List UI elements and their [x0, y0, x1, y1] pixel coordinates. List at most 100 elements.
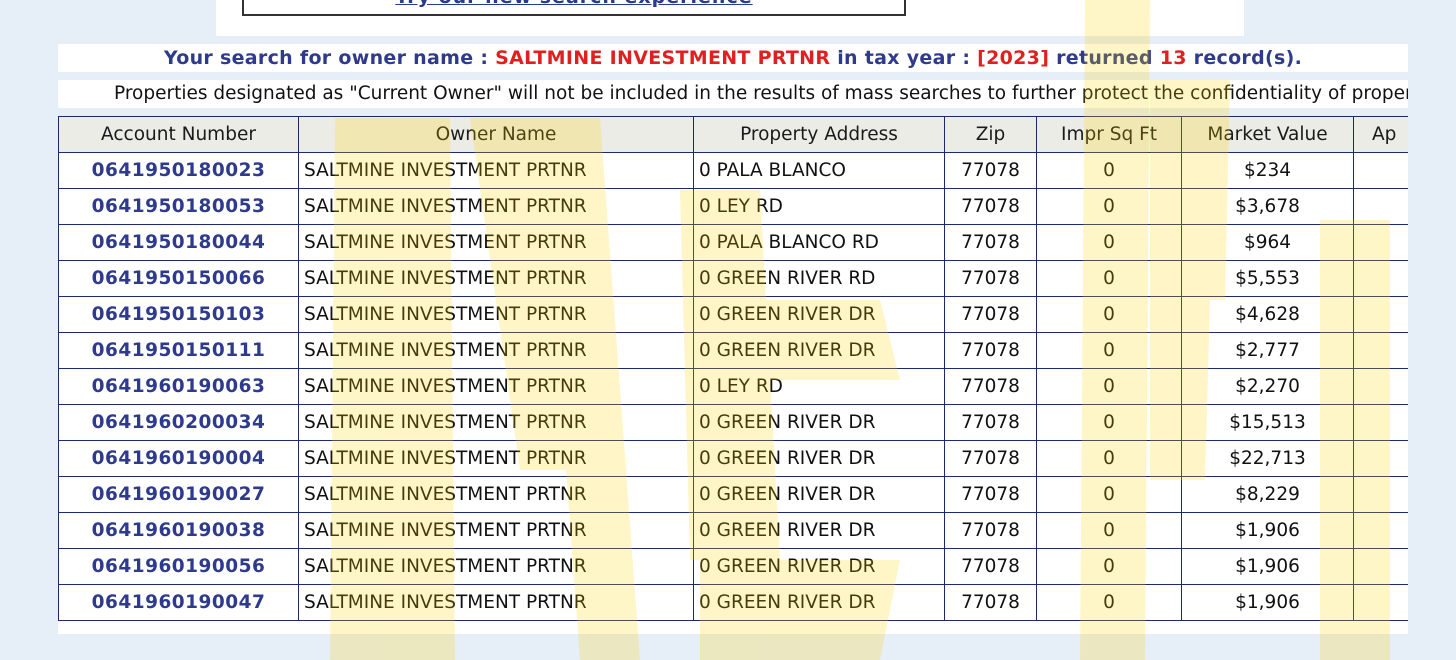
results-table-container: Account Number Owner Name Property Addre…: [58, 116, 1408, 634]
impr-sq-ft-cell: 0: [1036, 368, 1182, 405]
account-number-link[interactable]: 0641950150103: [58, 296, 299, 333]
account-number-link[interactable]: 0641950150111: [58, 332, 299, 369]
account-number-link[interactable]: 0641960190047: [58, 584, 299, 621]
header-property-address[interactable]: Property Address: [693, 116, 945, 153]
impr-sq-ft-cell: 0: [1036, 188, 1182, 225]
impr-sq-ft-cell: 0: [1036, 332, 1182, 369]
property-address-cell: 0 GREEN RIVER DR: [693, 548, 945, 585]
owner-name-cell: SALTMINE INVESTMENT PRTNR: [298, 188, 694, 225]
property-address-cell: 0 PALA BLANCO: [693, 152, 945, 189]
property-address-cell: 0 GREEN RIVER DR: [693, 512, 945, 549]
impr-sq-ft-cell: 0: [1036, 260, 1182, 297]
summary-returned: returned: [1049, 47, 1160, 69]
market-value-cell: $4,628: [1181, 296, 1354, 333]
property-address-cell: 0 GREEN RIVER DR: [693, 584, 945, 621]
appraised-cell: [1353, 368, 1408, 405]
appraised-cell: [1353, 404, 1408, 441]
market-value-cell: $1,906: [1181, 512, 1354, 549]
owner-name-cell: SALTMINE INVESTMENT PRTNR: [298, 512, 694, 549]
owner-name-cell: SALTMINE INVESTMENT PRTNR: [298, 440, 694, 477]
header-account-number[interactable]: Account Number: [58, 116, 299, 153]
account-number-link[interactable]: 0641960190038: [58, 512, 299, 549]
zip-cell: 77078: [944, 512, 1037, 549]
appraised-cell: [1353, 260, 1408, 297]
search-summary: Your search for owner name : SALTMINE IN…: [58, 44, 1408, 72]
summary-prefix: Your search for owner name :: [163, 47, 496, 69]
owner-name-cell: SALTMINE INVESTMENT PRTNR: [298, 152, 694, 189]
market-value-cell: $5,553: [1181, 260, 1354, 297]
account-number-link[interactable]: 0641960190027: [58, 476, 299, 513]
market-value-cell: $234: [1181, 152, 1354, 189]
market-value-cell: $1,906: [1181, 548, 1354, 585]
appraised-cell: [1353, 476, 1408, 513]
results-table: Account Number Owner Name Property Addre…: [58, 116, 1408, 621]
table-row: 0641950180023 SALTMINE INVESTMENT PRTNR 0 …: [58, 152, 1408, 189]
header-zip[interactable]: Zip: [944, 116, 1037, 153]
header-owner-name[interactable]: Owner Name: [298, 116, 694, 153]
header-appraised[interactable]: Ap: [1353, 116, 1408, 153]
zip-cell: 77078: [944, 260, 1037, 297]
appraised-cell: [1353, 296, 1408, 333]
zip-cell: 77078: [944, 152, 1037, 189]
property-address-cell: 0 LEY RD: [693, 368, 945, 405]
impr-sq-ft-cell: 0: [1036, 440, 1182, 477]
account-number-link[interactable]: 0641960190004: [58, 440, 299, 477]
summary-mid: in tax year :: [830, 47, 978, 69]
market-value-cell: $2,270: [1181, 368, 1354, 405]
impr-sq-ft-cell: 0: [1036, 476, 1182, 513]
account-number-link[interactable]: 0641950180044: [58, 224, 299, 261]
impr-sq-ft-cell: 0: [1036, 404, 1182, 441]
account-number-link[interactable]: 0641950180023: [58, 152, 299, 189]
property-address-cell: 0 GREEN RIVER DR: [693, 404, 945, 441]
zip-cell: 77078: [944, 188, 1037, 225]
account-number-link[interactable]: 0641950150066: [58, 260, 299, 297]
table-row: 0641960190056 SALTMINE INVESTMENT PRTNR 0 …: [58, 548, 1408, 585]
table-row: 0641950150066 SALTMINE INVESTMENT PRTNR 0 …: [58, 260, 1408, 297]
zip-cell: 77078: [944, 404, 1037, 441]
owner-name-cell: SALTMINE INVESTMENT PRTNR: [298, 548, 694, 585]
property-address-cell: 0 GREEN RIVER DR: [693, 296, 945, 333]
impr-sq-ft-cell: 0: [1036, 512, 1182, 549]
account-number-link[interactable]: 0641960200034: [58, 404, 299, 441]
try-new-search-link[interactable]: Try our new search experience: [395, 0, 752, 8]
property-address-cell: 0 PALA BLANCO RD: [693, 224, 945, 261]
table-row: 0641960190004 SALTMINE INVESTMENT PRTNR 0 …: [58, 440, 1408, 477]
appraised-cell: [1353, 440, 1408, 477]
table-row: 0641950150103 SALTMINE INVESTMENT PRTNR 0 …: [58, 296, 1408, 333]
table-header-row: Account Number Owner Name Property Addre…: [58, 116, 1408, 153]
try-new-search-banner[interactable]: Try our new search experience: [242, 0, 906, 16]
header-impr-sq-ft[interactable]: Impr Sq Ft: [1036, 116, 1182, 153]
market-value-cell: $8,229: [1181, 476, 1354, 513]
appraised-cell: [1353, 224, 1408, 261]
owner-name-cell: SALTMINE INVESTMENT PRTNR: [298, 584, 694, 621]
zip-cell: 77078: [944, 548, 1037, 585]
property-address-cell: 0 GREEN RIVER RD: [693, 260, 945, 297]
market-value-cell: $1,906: [1181, 584, 1354, 621]
account-number-link[interactable]: 0641960190063: [58, 368, 299, 405]
market-value-cell: $3,678: [1181, 188, 1354, 225]
zip-cell: 77078: [944, 440, 1037, 477]
market-value-cell: $2,777: [1181, 332, 1354, 369]
owner-name-cell: SALTMINE INVESTMENT PRTNR: [298, 332, 694, 369]
zip-cell: 77078: [944, 476, 1037, 513]
account-number-link[interactable]: 0641960190056: [58, 548, 299, 585]
impr-sq-ft-cell: 0: [1036, 584, 1182, 621]
appraised-cell: [1353, 584, 1408, 621]
account-number-link[interactable]: 0641950180053: [58, 188, 299, 225]
zip-cell: 77078: [944, 368, 1037, 405]
header-market-value[interactable]: Market Value: [1181, 116, 1354, 153]
summary-count: 13: [1159, 47, 1187, 69]
appraised-cell: [1353, 152, 1408, 189]
summary-suffix: record(s).: [1186, 47, 1303, 69]
confidentiality-notice: Properties designated as "Current Owner"…: [58, 80, 1408, 108]
appraised-cell: [1353, 332, 1408, 369]
owner-name-cell: SALTMINE INVESTMENT PRTNR: [298, 476, 694, 513]
table-row: 0641960190047 SALTMINE INVESTMENT PRTNR 0 …: [58, 584, 1408, 621]
appraised-cell: [1353, 548, 1408, 585]
appraised-cell: [1353, 188, 1408, 225]
property-address-cell: 0 GREEN RIVER DR: [693, 476, 945, 513]
owner-name-cell: SALTMINE INVESTMENT PRTNR: [298, 260, 694, 297]
zip-cell: 77078: [944, 584, 1037, 621]
impr-sq-ft-cell: 0: [1036, 548, 1182, 585]
market-value-cell: $964: [1181, 224, 1354, 261]
